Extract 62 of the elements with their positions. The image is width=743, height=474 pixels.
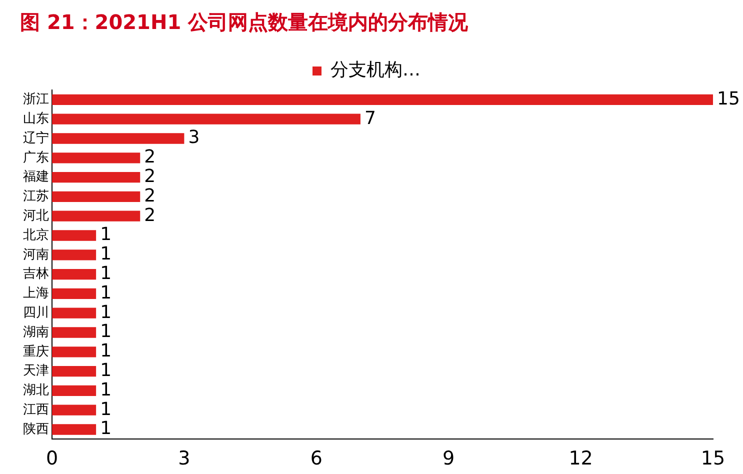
bar [52,230,96,241]
x-tick-label: 3 [178,448,190,470]
y-tick-label: 四川 [23,305,49,320]
x-tick-label: 6 [310,448,322,470]
data-label: 7 [364,108,376,129]
data-label: 15 [717,88,740,110]
data-label: 1 [100,379,112,400]
y-tick-label: 重庆 [23,344,49,360]
y-tick-label: 河北 [23,208,49,224]
y-tick-label: 北京 [23,228,49,243]
data-label: 2 [144,166,156,187]
y-tick-label: 天津 [23,364,49,379]
bar [52,191,140,202]
data-label: 1 [100,262,112,284]
y-tick-label: 吉林 [23,266,49,282]
x-tick-label: 12 [568,448,593,470]
data-label: 1 [100,224,112,246]
data-label: 1 [100,360,112,381]
bar [52,250,96,260]
y-tick-label: 湖北 [23,383,49,398]
x-tick-label: 9 [442,448,455,470]
x-tick-label: 0 [46,448,58,470]
bar [52,404,96,416]
y-tick-label: 上海 [23,286,49,302]
bar [52,327,96,338]
data-label: 3 [188,127,200,148]
bar [52,114,360,124]
data-label: 1 [100,321,112,342]
bar [52,152,140,164]
legend-label: 分支机构… [330,60,420,81]
data-label: 1 [100,282,112,304]
y-tick-label: 河南 [23,247,49,262]
y-tick-label: 陕西 [23,422,49,437]
bar [52,268,96,280]
bar [52,288,96,300]
bar [52,133,184,144]
y-tick-label: 江西 [23,402,49,418]
data-label: 1 [100,418,112,440]
bar [52,210,140,222]
data-label: 2 [144,204,156,226]
bar [52,308,96,318]
bar [52,385,96,396]
data-label: 2 [144,185,156,206]
data-label: 1 [100,244,112,265]
chart-title: 图 21：2021H1 公司网点数量在境内的分布情况 [20,10,470,34]
y-tick-label: 湖南 [23,324,49,340]
bar [52,172,140,183]
x-tick-label: 15 [700,448,726,470]
bar [52,94,713,106]
y-tick-label: 浙江 [23,92,49,108]
data-label: 1 [100,302,112,323]
bar [52,366,96,377]
data-label: 1 [100,340,112,362]
y-tick-label: 辽宁 [23,130,49,146]
y-tick-label: 山东 [23,111,49,126]
data-label: 1 [100,398,112,420]
data-label: 2 [144,146,156,168]
bar [52,346,96,358]
bar [52,424,96,435]
y-tick-label: 广东 [23,150,49,166]
y-tick-label: 江苏 [23,189,49,204]
y-tick-label: 福建 [23,170,49,185]
